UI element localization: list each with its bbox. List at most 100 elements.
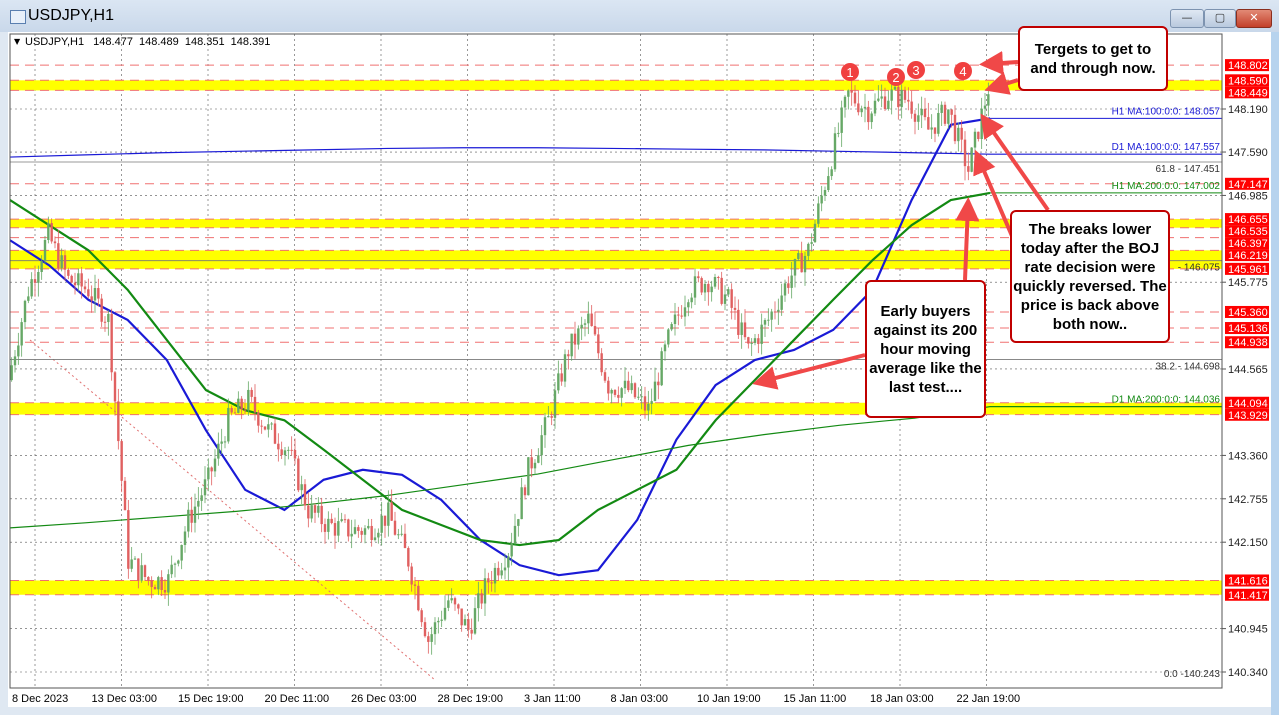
candle-body — [73, 282, 77, 286]
candle-body — [107, 313, 110, 322]
candle-body — [587, 313, 590, 324]
candle-body — [917, 115, 920, 122]
candle-body — [750, 342, 753, 344]
candle-body — [583, 323, 587, 325]
candle-body — [300, 484, 303, 491]
candle-body — [930, 127, 933, 130]
level-price-tag — [1225, 262, 1269, 275]
candle-body — [897, 86, 900, 108]
y-tick-label: 145.775 — [1228, 277, 1268, 289]
candle-body — [730, 289, 733, 308]
candle-body — [480, 593, 483, 604]
chart-window-icon — [10, 10, 26, 24]
candle-body — [460, 608, 463, 626]
candle-body — [500, 570, 503, 576]
candle-body — [397, 534, 400, 536]
candle-body — [307, 505, 310, 519]
level-price-tag — [1225, 588, 1269, 601]
level-price-label: 144.938 — [1228, 337, 1268, 349]
candle-body — [453, 598, 457, 605]
candle-body — [263, 426, 267, 430]
candle-body — [513, 525, 517, 544]
candle-body — [377, 532, 380, 538]
candle-body — [777, 309, 780, 312]
close-button[interactable]: ✕ — [1236, 9, 1272, 28]
candle-body — [847, 90, 850, 97]
candle-body — [517, 519, 520, 526]
candle-body — [143, 565, 147, 578]
candle-body — [573, 333, 577, 345]
moving-average-label: H1 MA:100:0:0: 148.057 — [1112, 106, 1221, 117]
moving-average-label: H1 MA:200:0:0: 147.002 — [1112, 181, 1221, 192]
candle-body — [70, 275, 73, 283]
candle-body — [947, 109, 950, 124]
candle-body — [830, 169, 833, 177]
window-title: USDJPY,H1 — [28, 7, 114, 24]
candle-body — [607, 380, 610, 394]
candle-body — [647, 403, 650, 411]
candle-body — [427, 636, 430, 642]
candle-body — [147, 577, 150, 581]
candle-body — [657, 381, 660, 386]
candle-body — [193, 506, 197, 523]
candle-body — [863, 106, 867, 109]
candle-body — [817, 203, 820, 224]
candle-body — [620, 388, 623, 398]
touch-marker-label: 1 — [846, 65, 853, 80]
touch-marker-label: 2 — [892, 70, 899, 85]
candle-body — [140, 565, 143, 581]
candle-body — [943, 104, 947, 124]
y-tick-label: 140.945 — [1228, 624, 1268, 636]
candle-body — [323, 524, 327, 532]
candle-body — [783, 283, 787, 296]
candle-body — [880, 96, 883, 99]
candle-body — [613, 389, 617, 395]
candle-body — [530, 457, 533, 469]
x-tick-label: 28 Dec 19:00 — [438, 693, 503, 705]
candle-body — [843, 96, 847, 108]
candle-body — [287, 449, 290, 451]
y-tick-label: 148.190 — [1228, 104, 1268, 116]
candle-body — [963, 139, 967, 167]
candle-body — [957, 127, 960, 142]
x-tick-label: 8 Jan 03:00 — [611, 693, 669, 705]
level-price-label: 141.616 — [1228, 575, 1268, 587]
candle-body — [570, 333, 573, 357]
fib-level-label: 61.8 - 147.451 — [1156, 164, 1221, 175]
candle-body — [227, 407, 230, 442]
maximize-button[interactable]: ▢ — [1204, 9, 1236, 28]
header-close: 148.391 — [231, 36, 271, 48]
candle-body — [510, 543, 513, 557]
candle-body — [410, 566, 413, 585]
candle-body — [673, 314, 677, 325]
candle-body — [850, 90, 853, 93]
y-tick-label: 142.755 — [1228, 494, 1268, 506]
candle-body — [17, 345, 20, 357]
candle-body — [710, 286, 713, 293]
candle-body — [497, 567, 500, 576]
candle-body — [340, 519, 343, 522]
candle-body — [950, 109, 953, 115]
candle-body — [780, 295, 783, 310]
candle-body — [627, 380, 630, 391]
candle-body — [867, 106, 870, 123]
candle-body — [113, 372, 117, 402]
candle-body — [313, 505, 317, 513]
minimize-button[interactable]: — — [1170, 9, 1204, 28]
collapse-triangle-icon[interactable]: ▼ — [14, 37, 21, 46]
level-price-tag — [1225, 336, 1269, 349]
candle-body — [793, 259, 797, 276]
candle-body — [430, 634, 433, 642]
candle-body — [740, 322, 743, 335]
candle-body — [277, 443, 280, 450]
chart-header: USDJPY,H1 148.477 148.489 148.351 148.39… — [25, 36, 270, 48]
candle-body — [223, 441, 227, 443]
level-price-tag — [1225, 249, 1269, 262]
window-right-border — [1271, 32, 1279, 715]
candle-body — [953, 114, 957, 142]
moving-average-label: D1 MA:200:0:0: 144.036 — [1112, 395, 1221, 406]
level-price-label: 146.397 — [1228, 238, 1268, 250]
candle-body — [553, 390, 557, 418]
candle-body — [857, 103, 860, 113]
